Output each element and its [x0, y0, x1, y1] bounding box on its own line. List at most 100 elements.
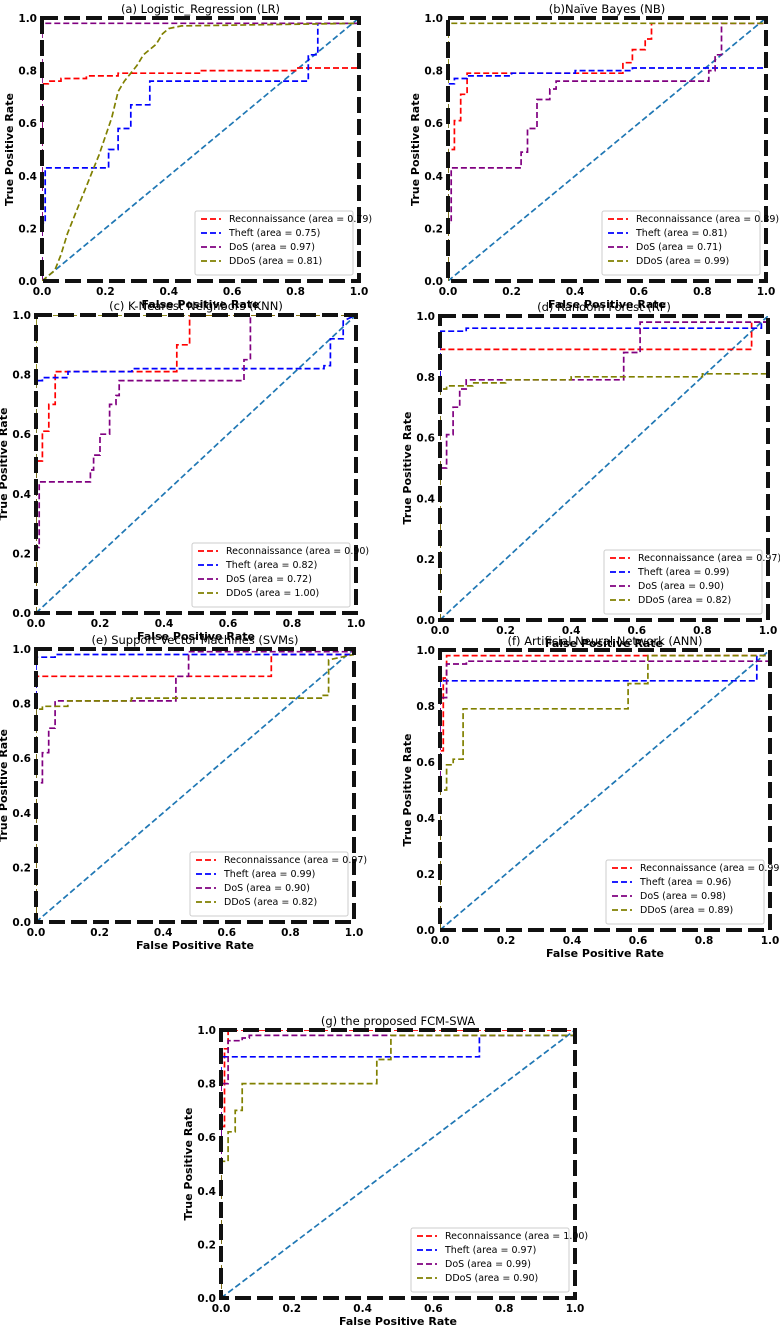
x-axis-label: False Positive Rate	[546, 947, 664, 960]
x-tick-label: 0.8	[495, 1303, 514, 1315]
panel-title: (e) Support Vector Machines (SVMs)	[92, 633, 299, 647]
legend: Reconnaissance (area = 0.79) Theft (area …	[194, 210, 372, 276]
y-tick-label: 0.4	[12, 489, 31, 501]
y-tick-label: 0.6	[12, 429, 31, 441]
y-tick-label: 0.0	[197, 1293, 216, 1305]
x-axis-label: False Positive Rate	[136, 939, 254, 952]
y-tick-label: 0.8	[12, 699, 31, 711]
roc-panel-7: (g) the proposed FCM-SWA 0.0 0.2 0.4 0.6 0.8 1…	[182, 1014, 588, 1328]
axes-frame	[438, 314, 770, 622]
roc-panel-2: (b)Naïve Bayes (NB) 0.0 0.2 0.4 0.6 0.8 1.0 0.0…	[409, 2, 779, 311]
legend-entry: Theft (area = 0.75)	[228, 228, 320, 239]
chance-diagonal-line	[440, 650, 770, 930]
y-tick-label: 0.6	[12, 753, 31, 765]
x-tick-label: 0.4	[562, 625, 581, 637]
y-tick-label: 0.0	[416, 925, 435, 937]
roc-curve-reconnaissance	[448, 22, 766, 281]
x-tick-label: 0.4	[154, 927, 173, 939]
legend-entry: Reconnaissance (area = 0.89)	[636, 214, 779, 225]
y-tick-label: 0.8	[416, 701, 435, 713]
roc-curve-reconnaissance	[221, 1030, 575, 1298]
legend-entry: DoS (area = 0.72)	[226, 574, 312, 585]
y-tick-label: 1.0	[416, 311, 435, 323]
legend-entry: DDoS (area = 0.90)	[445, 1273, 538, 1284]
roc-curve-dos	[221, 1034, 526, 1298]
x-tick-label: 0.6	[424, 1303, 443, 1315]
x-tick-label: 0.8	[695, 935, 714, 947]
roc-curve-theft	[448, 67, 766, 281]
legend-entry: DoS (area = 0.90)	[224, 883, 310, 894]
axes-frame	[34, 647, 356, 924]
roc-curve-reconnaissance	[36, 653, 354, 922]
y-tick-label: 1.0	[416, 645, 435, 657]
x-tick-label: 0.0	[212, 1303, 231, 1315]
y-tick-label: 1.0	[197, 1025, 216, 1037]
x-tick-label: 0.0	[27, 927, 46, 939]
x-tick-label: 0.0	[431, 625, 450, 637]
roc-curve-ddos	[440, 372, 768, 620]
roc-curve-dos	[440, 321, 768, 620]
roc-panel-5: (e) Support Vector Machines (SVMs) 0.0 0.2…	[0, 633, 367, 952]
y-tick-label: 0.4	[18, 171, 37, 183]
legend-entry: DDoS (area = 0.81)	[229, 256, 322, 267]
roc-curve-reconnaissance	[42, 67, 359, 281]
legend: Reconnaissance (area = 0.99) Theft (area …	[605, 859, 780, 925]
x-tick-label: 0.6	[219, 618, 238, 630]
y-axis-label: True Positive Rate	[182, 1108, 195, 1221]
axes-frame	[40, 16, 361, 283]
roc-curve-reconnaissance	[36, 315, 356, 613]
legend: Reconnaissance (area = 1.00) Theft (area …	[410, 1227, 588, 1293]
legend-entry: DoS (area = 0.90)	[638, 581, 724, 592]
roc-curve-dos	[42, 22, 359, 281]
roc-curve-dos	[36, 650, 354, 922]
roc-curve-theft	[42, 22, 359, 281]
x-tick-label: 0.6	[223, 286, 242, 298]
y-tick-label: 1.0	[424, 13, 443, 25]
x-tick-label: 0.8	[693, 286, 712, 298]
x-tick-label: 0.4	[353, 1303, 372, 1315]
y-tick-label: 0.4	[424, 171, 443, 183]
legend: Reconnaissance (area = 0.89) Theft (area …	[601, 210, 779, 276]
x-tick-label: 0.6	[627, 625, 646, 637]
y-tick-label: 0.4	[416, 813, 435, 825]
roc-curve-ddos	[440, 654, 770, 930]
panel-title: (c) K-Nearest Neighbors (KNN)	[109, 299, 283, 313]
legend: Reconnaissance (area = 0.97) Theft (area …	[189, 851, 367, 917]
roc-curve-theft	[440, 654, 770, 930]
x-axis-label: False Positive Rate	[548, 298, 666, 311]
y-tick-label: 0.0	[12, 608, 31, 620]
legend-entry: DDoS (area = 0.99)	[636, 256, 729, 267]
legend-entry: DDoS (area = 1.00)	[226, 588, 319, 599]
x-tick-label: 1.0	[761, 935, 780, 947]
y-axis-label: True Positive Rate	[3, 93, 16, 206]
axes-frame	[34, 313, 358, 615]
y-tick-label: 1.0	[12, 310, 31, 322]
legend-box	[189, 851, 349, 917]
roc-curve-theft	[440, 321, 768, 620]
plot-area	[440, 650, 770, 930]
x-tick-label: 0.2	[496, 625, 515, 637]
plot-area	[440, 316, 768, 620]
roc-curve-theft	[36, 653, 354, 922]
y-tick-label: 0.8	[18, 66, 37, 78]
x-axis-label: False Positive Rate	[137, 630, 255, 643]
y-tick-label: 1.0	[18, 13, 37, 25]
panel-title: (a) Logistic_Regression (LR)	[121, 2, 280, 16]
x-tick-label: 0.8	[283, 618, 302, 630]
roc-curve-dos	[36, 315, 356, 613]
legend-box	[603, 549, 763, 615]
y-tick-label: 0.2	[12, 862, 31, 874]
legend-entry: Reconnaissance (area = 1.00)	[445, 1231, 588, 1242]
y-tick-label: 0.6	[18, 118, 37, 130]
legend-entry: DDoS (area = 0.82)	[638, 595, 731, 606]
y-axis-label: True Positive Rate	[401, 734, 414, 847]
roc-curve-reconnaissance	[440, 654, 770, 930]
roc-curve-dos	[448, 22, 766, 281]
chance-diagonal-line	[36, 315, 356, 613]
x-axis-label: False Positive Rate	[142, 298, 260, 311]
y-tick-label: 0.0	[416, 615, 435, 627]
x-tick-label: 0.6	[629, 935, 648, 947]
legend-entry: Reconnaissance (area = 0.90)	[226, 546, 369, 557]
x-tick-label: 1.0	[350, 286, 369, 298]
x-tick-label: 0.2	[497, 935, 516, 947]
